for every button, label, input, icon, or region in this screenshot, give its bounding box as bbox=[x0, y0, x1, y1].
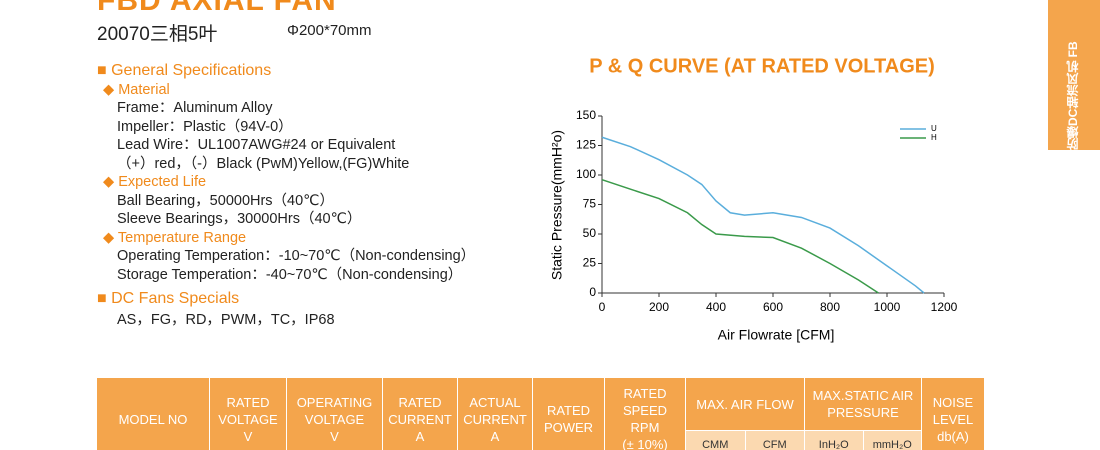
side-tab: 防爆DC轴流风机 FB bbox=[1048, 0, 1100, 150]
sub-header: InH₂O bbox=[805, 430, 864, 450]
y-tick-label: 25 bbox=[583, 256, 597, 270]
spec-line: Sleeve Bearings，30000Hrs（40℃） bbox=[117, 211, 362, 227]
spec-line: Impeller：Plastic（94V-0） bbox=[117, 118, 293, 135]
section-title: General Specifications bbox=[97, 62, 475, 81]
specs: General SpecificationsMaterialFrame：Alum… bbox=[97, 58, 475, 329]
x-tick-label: 400 bbox=[706, 300, 726, 314]
series-line bbox=[601, 136, 925, 294]
column-header: RATED CURRENT A bbox=[383, 378, 458, 450]
sub-header: mmH₂O bbox=[863, 430, 922, 450]
y-tick-label: 125 bbox=[576, 138, 596, 152]
y-tick-label: 150 bbox=[576, 108, 596, 122]
y-axis-label: Static Pressure(mmH²o) bbox=[549, 130, 565, 280]
spec-line: Frame：Aluminum Alloy bbox=[117, 100, 273, 116]
x-axis-label: Air Flowrate [CFM] bbox=[718, 327, 835, 343]
spec-line: Ball Bearing，50000Hrs（40℃） bbox=[117, 192, 334, 209]
column-header: RATED VOLTAGE V bbox=[210, 378, 287, 450]
x-tick-label: 600 bbox=[763, 300, 783, 314]
column-header: RATED SPEED RPM (± 10%) bbox=[605, 378, 686, 450]
side-tab-text: 防爆DC轴流风机 FB bbox=[1066, 41, 1080, 150]
chart-title: P & Q CURVE (AT RATED VOLTAGE) bbox=[589, 55, 935, 77]
y-tick-label: 75 bbox=[583, 197, 597, 211]
model-name: 20070三相5叶 bbox=[97, 24, 218, 45]
spec-line: （+）red，（-）Black (PwM)Yellow,(FG)White bbox=[117, 155, 410, 172]
x-tick-label: 1200 bbox=[931, 300, 958, 314]
y-tick-label: 0 bbox=[589, 285, 596, 299]
spec-line: AS，FG，RD，PWM，TC，IP68 bbox=[117, 311, 335, 328]
page-title: FBD AXIAL FAN bbox=[97, 0, 337, 17]
section-title: DC Fans Specials bbox=[97, 290, 475, 309]
x-tick-label: 0 bbox=[599, 300, 606, 314]
column-header: MAX. AIR FLOW bbox=[686, 378, 805, 430]
sub-header: CFM bbox=[745, 430, 805, 450]
column-header: MAX.STATIC AIR PRESSURE bbox=[805, 378, 922, 430]
group-heading: Material bbox=[103, 81, 475, 100]
column-header: ACTUAL CURRENT A bbox=[458, 378, 533, 450]
group-heading: Expected Life bbox=[103, 173, 475, 192]
model-size: Φ200*70mm bbox=[287, 22, 372, 39]
x-tick-label: 200 bbox=[649, 300, 669, 314]
column-header: NOISE LEVEL db(A) bbox=[922, 378, 985, 450]
column-header: OPERATING VOLTAGE V bbox=[287, 378, 383, 450]
group-heading: Temperature Range bbox=[103, 229, 475, 248]
series-line bbox=[601, 179, 879, 294]
y-tick-label: 50 bbox=[583, 226, 597, 240]
legend-label: U bbox=[931, 124, 937, 133]
column-header: RATED POWER bbox=[533, 378, 605, 450]
spec-line: Storage Temperation：-40~70℃（Non-condensi… bbox=[117, 266, 463, 283]
x-tick-label: 1000 bbox=[874, 300, 901, 314]
sub-header: CMM bbox=[686, 430, 746, 450]
spec-line: Lead Wire：UL1007AWG#24 or Equivalent bbox=[117, 137, 396, 153]
spec-line: Operating Temperation：-10~70℃（Non-conden… bbox=[117, 248, 476, 264]
column-header: MODEL NO bbox=[97, 378, 210, 450]
x-tick-label: 800 bbox=[820, 300, 840, 314]
legend-label: H bbox=[931, 133, 937, 142]
y-tick-label: 100 bbox=[576, 167, 596, 181]
